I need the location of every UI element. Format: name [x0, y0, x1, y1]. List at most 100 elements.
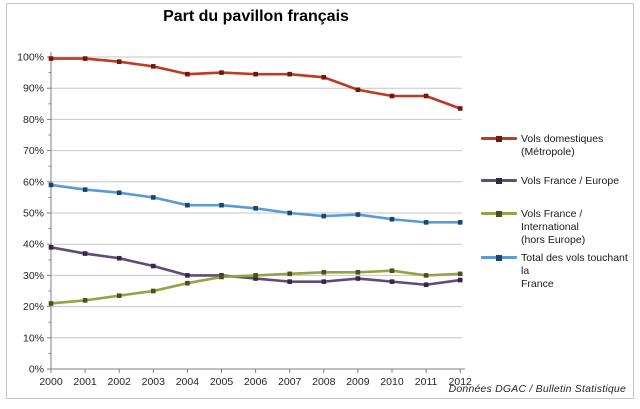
data-marker-1-2011: [423, 282, 429, 288]
data-marker-2-2009: [355, 269, 361, 275]
data-marker-1-2002: [116, 255, 122, 261]
data-marker-0-2009: [355, 87, 361, 93]
data-marker-3-2006: [253, 206, 258, 211]
x-axis-label: 2007: [278, 376, 302, 388]
data-marker-3-2012: [457, 220, 463, 225]
data-marker-0-2008: [321, 74, 327, 80]
data-marker-0-2004: [185, 71, 190, 77]
data-marker-2-2006: [253, 273, 258, 278]
data-marker-1-2001: [82, 251, 88, 256]
data-marker-3-2000: [48, 182, 54, 188]
legend-key-marker: [496, 177, 502, 184]
data-marker-1-2003: [151, 263, 156, 269]
y-axis-label: 50%: [23, 208, 44, 220]
data-marker-0-2000: [48, 56, 54, 61]
legend-label: Vols domestiques: [521, 133, 604, 145]
y-axis-label: 70%: [23, 145, 44, 157]
source-note: Données DGAC / Bulletin Statistique: [448, 383, 626, 395]
legend-label: Vols France / International: [521, 208, 583, 233]
y-axis-label: 10%: [23, 332, 44, 344]
data-marker-3-2005: [219, 202, 224, 208]
legend-label: (Métropole): [521, 146, 575, 158]
series-line-3: [49, 183, 462, 224]
data-marker-0-2003: [151, 64, 156, 69]
data-marker-3-2002: [116, 190, 122, 196]
series-line-0: [49, 57, 462, 110]
data-marker-1-2000: [48, 245, 54, 250]
legend-item-3: Total des vols touchant la France: [481, 252, 637, 291]
x-axis-label: 2006: [244, 376, 268, 388]
data-marker-2-2003: [151, 288, 156, 294]
data-marker-3-2011: [423, 220, 429, 225]
data-marker-0-2007: [287, 71, 292, 77]
data-marker-2-2000: [48, 301, 54, 306]
legend-key-line: [481, 210, 517, 217]
data-marker-1-2004: [185, 273, 190, 278]
data-marker-3-2003: [151, 195, 156, 200]
data-marker-3-2007: [287, 210, 292, 216]
chart-outer-border: [6, 3, 634, 399]
x-axis-label: 2010: [380, 376, 404, 388]
data-marker-0-2001: [82, 56, 88, 61]
legend-key-line: [481, 177, 517, 184]
x-axis-label: 2004: [176, 376, 200, 388]
chart-title: Part du pavillon français: [163, 8, 349, 25]
legend-key-line: [481, 135, 517, 142]
data-marker-1-2008: [321, 279, 327, 284]
data-marker-2-2001: [82, 298, 88, 303]
data-marker-0-2002: [116, 59, 122, 64]
data-marker-2-2004: [185, 280, 190, 286]
legend-item-0: Vols domestiques (Métropole): [481, 133, 637, 159]
data-marker-2-2011: [423, 273, 429, 278]
legend-key-marker: [496, 135, 502, 142]
data-marker-3-2008: [321, 213, 327, 219]
x-axis-label: 2000: [39, 376, 63, 388]
data-marker-0-2012: [457, 106, 463, 111]
x-axis-label: 2005: [210, 376, 234, 388]
data-marker-1-2009: [355, 276, 361, 281]
legend: Vols domestiques (Métropole) Vols France /…: [481, 133, 637, 291]
data-marker-3-2004: [185, 202, 190, 208]
data-marker-0-2010: [389, 93, 395, 99]
data-marker-0-2011: [423, 93, 429, 99]
legend-key-line: [481, 254, 517, 261]
x-axis-label: 2001: [73, 376, 97, 388]
legend-item-1: Vols France / Europe: [481, 175, 637, 188]
x-axis-label: 2012: [449, 376, 473, 388]
data-marker-0-2005: [219, 70, 224, 75]
legend-key-marker: [496, 254, 502, 261]
data-marker-0-2006: [253, 71, 258, 77]
y-axis-label: 0%: [29, 364, 44, 376]
data-marker-3-2009: [355, 212, 361, 217]
data-marker-2-2007: [287, 271, 292, 277]
y-axis-label: 20%: [23, 301, 44, 313]
y-axis-label: 80%: [23, 114, 44, 126]
y-axis-label: 100%: [17, 52, 44, 64]
x-axis-label: 2009: [346, 376, 370, 388]
x-axis-label: 2008: [312, 376, 336, 388]
data-marker-2-2002: [116, 293, 122, 298]
x-axis-label: 2003: [142, 376, 166, 388]
data-marker-3-2010: [389, 216, 395, 222]
data-marker-1-2012: [457, 277, 463, 283]
legend-key-marker: [496, 210, 502, 217]
data-marker-2-2012: [457, 271, 463, 277]
y-axis-label: 40%: [23, 239, 44, 251]
data-marker-2-2005: [219, 274, 224, 280]
data-marker-1-2006: [253, 276, 258, 281]
legend-label: France: [521, 278, 554, 290]
legend-label: Total des vols touchant la: [521, 252, 628, 277]
data-marker-2-2010: [389, 268, 395, 274]
legend-label: (hors Europe): [521, 234, 586, 246]
legend-label: Vols France / Europe: [521, 175, 620, 187]
data-marker-3-2001: [82, 187, 88, 192]
data-marker-1-2007: [287, 279, 292, 284]
data-marker-2-2008: [321, 269, 327, 275]
x-axis-label: 2002: [108, 376, 132, 388]
x-axis-label: 2011: [415, 376, 438, 388]
y-axis-label: 30%: [23, 270, 44, 282]
y-axis-label: 90%: [23, 83, 44, 95]
y-axis-label: 60%: [23, 176, 44, 188]
